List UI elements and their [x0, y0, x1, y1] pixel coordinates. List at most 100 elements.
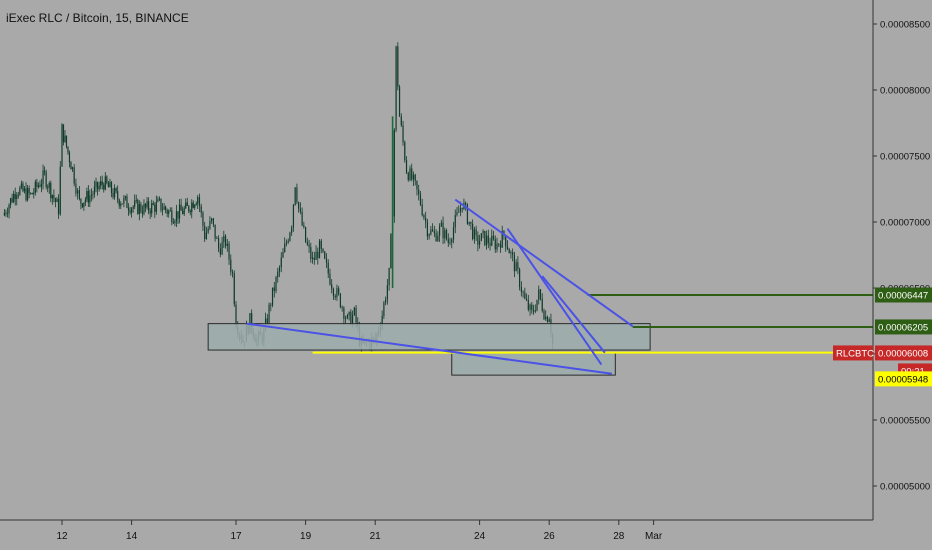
trendlines — [246, 198, 634, 375]
candle-body — [538, 289, 540, 300]
candle-body — [277, 271, 279, 278]
candle-body — [16, 195, 18, 200]
candle-body — [44, 170, 46, 172]
candle-body — [198, 196, 201, 207]
candle-body — [545, 316, 547, 320]
candle-body — [180, 204, 182, 211]
candle-body — [95, 181, 97, 187]
candle-series — [3, 42, 554, 352]
candle-body — [487, 235, 489, 244]
candle-body — [306, 242, 308, 245]
candle-body — [230, 259, 232, 272]
candle-body — [311, 257, 314, 259]
candle-body — [177, 211, 179, 219]
candle-body — [466, 204, 469, 224]
candle-body — [202, 212, 204, 226]
candle-body — [39, 185, 41, 187]
candle-body — [325, 258, 328, 263]
candle-body — [388, 267, 390, 286]
candle-body — [226, 243, 228, 247]
candle-body — [525, 298, 528, 301]
candle-body — [320, 240, 322, 249]
candle-body — [336, 288, 338, 298]
spike-candle — [391, 116, 394, 289]
candle-body — [287, 240, 289, 243]
candle-body — [532, 310, 535, 312]
candle-body — [144, 203, 147, 208]
candle-body — [317, 251, 319, 259]
candle-body — [289, 232, 291, 241]
candle-body — [405, 160, 408, 174]
marker-price-tag-text: 0.00005948 — [878, 374, 928, 385]
price-axis[interactable]: 0.000050000.000055000.000060000.00006500… — [873, 20, 930, 493]
candle-body — [426, 221, 428, 237]
candle-body — [393, 130, 395, 217]
candle-body — [64, 135, 66, 142]
time-axis[interactable]: 12 14 17 19 21 24 26 28 Mar — [56, 520, 663, 542]
candle-body — [98, 185, 100, 190]
candle-body — [143, 203, 145, 214]
candle-body — [404, 142, 406, 161]
candle-body — [548, 319, 550, 322]
candle-body — [513, 255, 515, 272]
candle-body — [189, 210, 191, 213]
candle-body — [81, 203, 83, 207]
candle-body — [303, 225, 305, 228]
candle-body — [496, 243, 498, 250]
candle-body — [506, 246, 509, 250]
candle-body — [26, 188, 29, 201]
candle-body — [437, 235, 439, 242]
candle-body — [171, 210, 173, 223]
x-tick-label: 17 — [230, 531, 242, 542]
candle-body — [278, 267, 281, 272]
candle-body — [339, 293, 341, 308]
candle-body — [273, 287, 275, 291]
candle-body — [106, 176, 108, 184]
candle-body — [183, 208, 185, 215]
candle-body — [6, 213, 9, 215]
candle-body — [110, 182, 113, 193]
candle-body — [109, 182, 111, 188]
candle-body — [386, 285, 388, 300]
candle-body — [480, 233, 482, 241]
candle-body — [194, 205, 196, 208]
marker-price-tag-bg — [875, 371, 932, 387]
candle-body — [536, 299, 538, 311]
candle-body — [92, 194, 94, 195]
candle-body — [284, 243, 286, 253]
candle-body — [338, 288, 340, 294]
candle-body — [534, 310, 536, 312]
candle-body — [96, 181, 99, 190]
trendline — [454, 198, 634, 328]
candle-body — [68, 152, 71, 163]
candle-body — [479, 240, 481, 245]
candle-body — [50, 183, 52, 199]
candle-body — [124, 196, 127, 198]
candle-body — [294, 187, 296, 205]
candle-body — [271, 287, 274, 306]
candle-body — [126, 196, 128, 208]
candle-body — [157, 199, 159, 202]
candle-body — [519, 269, 521, 288]
candle-body — [33, 192, 35, 195]
candle-body — [54, 198, 57, 202]
candle-body — [522, 291, 524, 293]
candle-body — [120, 203, 122, 206]
x-tick-label: Mar — [645, 531, 663, 542]
candle-body — [402, 125, 404, 143]
candle-body — [275, 277, 277, 291]
candle-body — [353, 307, 355, 315]
candle-body — [174, 221, 176, 224]
candle-body — [301, 211, 303, 226]
candle-body — [30, 193, 32, 194]
candle-body — [172, 222, 174, 224]
candle-body — [53, 195, 55, 199]
candle-body — [400, 116, 402, 126]
candle-body — [223, 236, 225, 242]
candle-body — [296, 187, 298, 203]
candle-body — [161, 209, 164, 211]
candle-body — [482, 230, 484, 234]
candle-body — [332, 288, 335, 296]
candle-body — [78, 190, 80, 199]
